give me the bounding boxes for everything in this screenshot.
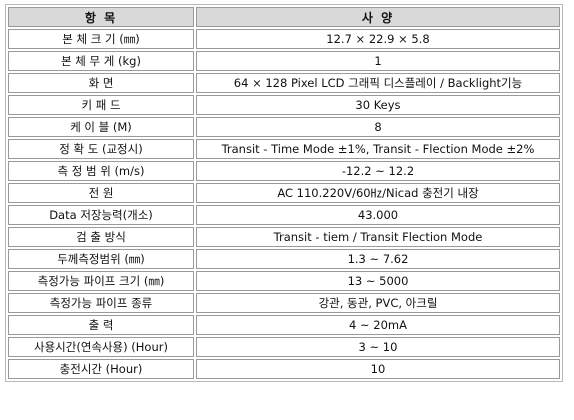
table-row: 정 확 도 (교정시) Transit - Time Mode ±1%, Tra…	[8, 139, 560, 159]
row-spec: 1	[196, 51, 560, 71]
table-row: 전 원 AC 110.220V/60㎐/Nicad 충전기 내장	[8, 183, 560, 203]
row-item: 본 체 무 게 (kg)	[8, 51, 194, 71]
row-spec: 64 × 128 Pixel LCD 그래픽 디스플레이 / Backlight…	[196, 73, 560, 93]
row-spec: 43.000	[196, 205, 560, 225]
table-row: 두께측정범위 (㎜) 1.3 ~ 7.62	[8, 249, 560, 269]
row-spec: 8	[196, 117, 560, 137]
row-item: 키 패 드	[8, 95, 194, 115]
spec-table: 항 목 사 양 본 체 크 기 (㎜) 12.7 × 22.9 × 5.8 본 …	[5, 4, 563, 382]
row-item: 케 이 블 (M)	[8, 117, 194, 137]
row-spec: 13 ~ 5000	[196, 271, 560, 291]
table-row: 키 패 드 30 Keys	[8, 95, 560, 115]
row-item: 측정가능 파이프 크기 (㎜)	[8, 271, 194, 291]
row-item: 화 면	[8, 73, 194, 93]
table-row: 측 정 범 위 (m/s) -12.2 ~ 12.2	[8, 161, 560, 181]
row-spec: 1.3 ~ 7.62	[196, 249, 560, 269]
row-item: 충전시간 (Hour)	[8, 359, 194, 379]
table-row: 사용시간(연속사용) (Hour) 3 ~ 10	[8, 337, 560, 357]
header-row: 항 목 사 양	[8, 7, 560, 27]
table-row: Data 저장능력(개소) 43.000	[8, 205, 560, 225]
row-spec: -12.2 ~ 12.2	[196, 161, 560, 181]
row-spec: Transit - Time Mode ±1%, Transit - Flect…	[196, 139, 560, 159]
row-item: 출 력	[8, 315, 194, 335]
table-row: 측정가능 파이프 종류 강관, 동관, PVC, 아크릴	[8, 293, 560, 313]
table-row: 검 출 방식 Transit - tiem / Transit Flection…	[8, 227, 560, 247]
row-item: Data 저장능력(개소)	[8, 205, 194, 225]
row-item: 사용시간(연속사용) (Hour)	[8, 337, 194, 357]
row-item: 정 확 도 (교정시)	[8, 139, 194, 159]
row-spec: 3 ~ 10	[196, 337, 560, 357]
table-row: 케 이 블 (M) 8	[8, 117, 560, 137]
header-item: 항 목	[8, 7, 194, 27]
row-item: 검 출 방식	[8, 227, 194, 247]
row-spec: 30 Keys	[196, 95, 560, 115]
row-spec: 강관, 동관, PVC, 아크릴	[196, 293, 560, 313]
table-row: 충전시간 (Hour) 10	[8, 359, 560, 379]
header-spec: 사 양	[196, 7, 560, 27]
table-row: 출 력 4 ~ 20mA	[8, 315, 560, 335]
table-row: 측정가능 파이프 크기 (㎜) 13 ~ 5000	[8, 271, 560, 291]
row-spec: 10	[196, 359, 560, 379]
row-item: 측 정 범 위 (m/s)	[8, 161, 194, 181]
row-spec: 4 ~ 20mA	[196, 315, 560, 335]
table-row: 화 면 64 × 128 Pixel LCD 그래픽 디스플레이 / Backl…	[8, 73, 560, 93]
row-spec: AC 110.220V/60㎐/Nicad 충전기 내장	[196, 183, 560, 203]
table-row: 본 체 무 게 (kg) 1	[8, 51, 560, 71]
spec-table-container: 항 목 사 양 본 체 크 기 (㎜) 12.7 × 22.9 × 5.8 본 …	[5, 4, 563, 382]
row-item: 두께측정범위 (㎜)	[8, 249, 194, 269]
table-row: 본 체 크 기 (㎜) 12.7 × 22.9 × 5.8	[8, 29, 560, 49]
row-spec: 12.7 × 22.9 × 5.8	[196, 29, 560, 49]
row-item: 본 체 크 기 (㎜)	[8, 29, 194, 49]
row-spec: Transit - tiem / Transit Flection Mode	[196, 227, 560, 247]
row-item: 측정가능 파이프 종류	[8, 293, 194, 313]
row-item: 전 원	[8, 183, 194, 203]
